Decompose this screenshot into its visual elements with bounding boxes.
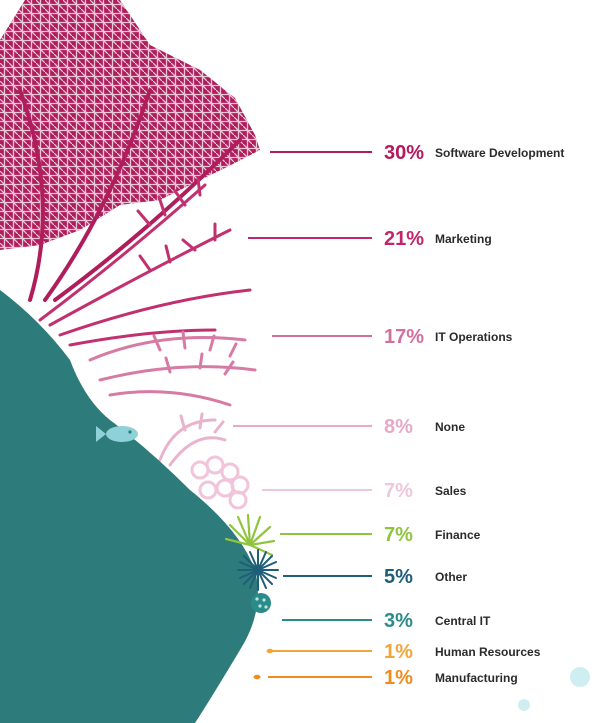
anemone-illustration bbox=[224, 513, 276, 557]
fish-illustration bbox=[96, 426, 138, 442]
category-label: Central IT bbox=[435, 614, 491, 628]
category-label: Marketing bbox=[435, 232, 492, 246]
category-label: Sales bbox=[435, 484, 467, 498]
category-label: Finance bbox=[435, 528, 481, 542]
coral-fan-illustration bbox=[0, 0, 260, 510]
bubble-illustration bbox=[518, 699, 530, 711]
value-label: 30% bbox=[384, 142, 424, 164]
sea-urchin-illustration bbox=[237, 549, 279, 591]
teal-rock-illustration bbox=[0, 290, 258, 723]
chart-marks: 30% Software Development 21% Marketing 17% IT… bbox=[233, 142, 564, 689]
small-fish-icon bbox=[266, 648, 274, 654]
value-label: 1% bbox=[384, 641, 413, 663]
category-label: Software Development bbox=[435, 146, 564, 160]
category-label: Manufacturing bbox=[435, 671, 518, 685]
sponge-ball-illustration bbox=[251, 593, 271, 613]
category-label: Other bbox=[435, 570, 467, 584]
value-label: 1% bbox=[384, 667, 413, 689]
category-label: IT Operations bbox=[435, 330, 513, 344]
small-fish-icon bbox=[253, 674, 261, 680]
value-label: 7% bbox=[384, 524, 413, 546]
value-label: 21% bbox=[384, 228, 424, 250]
value-label: 17% bbox=[384, 326, 424, 348]
value-label: 5% bbox=[384, 566, 413, 588]
value-label: 3% bbox=[384, 610, 413, 632]
value-label: 8% bbox=[384, 416, 413, 438]
category-label: Human Resources bbox=[435, 645, 541, 659]
bubble-illustration bbox=[570, 667, 590, 687]
value-label: 7% bbox=[384, 480, 413, 502]
category-label: None bbox=[435, 420, 465, 434]
